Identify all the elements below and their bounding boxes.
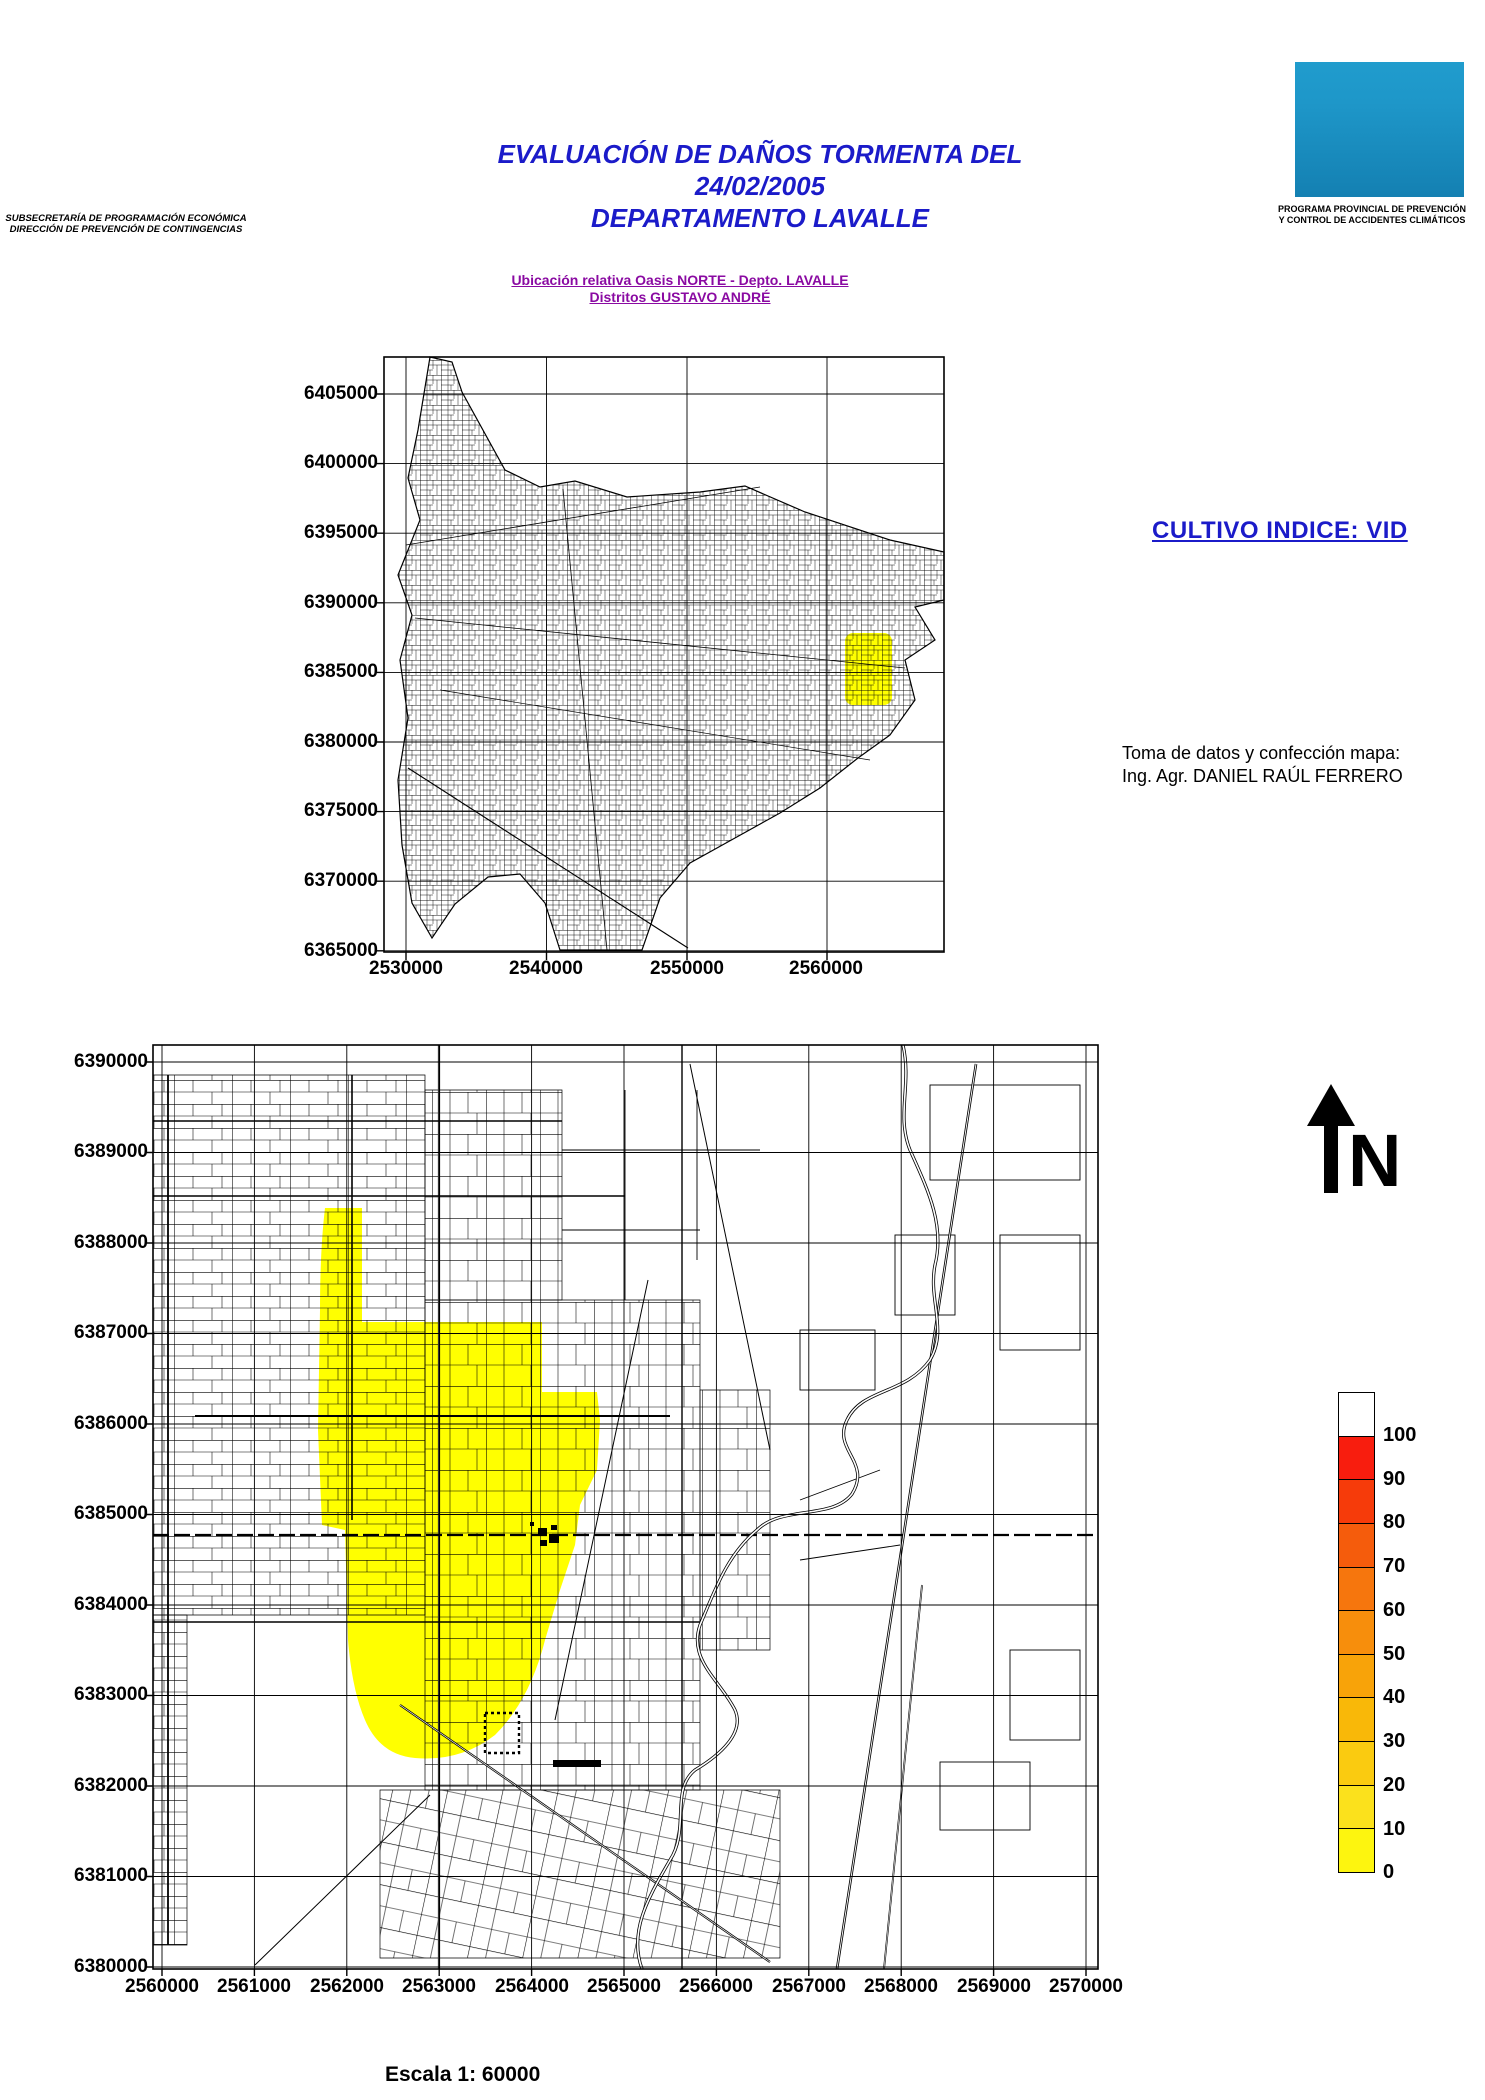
credit-line2: Ing. Agr. DANIEL RAÚL FERRERO: [1122, 766, 1403, 786]
page-title: EVALUACIÓN DE DAÑOS TORMENTA DEL 24/02/2…: [430, 138, 1090, 234]
legend-value: 10: [1383, 1818, 1406, 1840]
credit-line1: Toma de datos y confección mapa:: [1122, 743, 1401, 763]
legend-value: 100: [1383, 1424, 1417, 1446]
credit-block: Toma de datos y confección mapa: Ing. Ag…: [1122, 742, 1403, 788]
detail-y-tick: 6385000: [74, 1503, 148, 1524]
crop-index-label: CULTIVO INDICE: VID: [1152, 517, 1408, 544]
detail-x-tick: 2564000: [495, 1976, 569, 1997]
overview-y-tick: 6370000: [304, 870, 378, 891]
program-logo: [1295, 62, 1464, 197]
legend-cell: [1339, 1654, 1374, 1699]
legend-value: 30: [1383, 1730, 1406, 1752]
legend-cell: [1339, 1611, 1374, 1655]
overview-x-tick: 2560000: [789, 958, 863, 979]
overview-y-tick: 6380000: [304, 731, 378, 752]
overview-x-tick: 2530000: [369, 958, 443, 979]
detail-x-tick: 2560000: [125, 1976, 199, 1997]
overview-y-tick: 6365000: [304, 940, 378, 961]
detail-x-tick: 2561000: [217, 1976, 291, 1997]
north-arrow-icon: [1307, 1084, 1355, 1126]
detail-x-tick: 2570000: [1049, 1976, 1123, 1997]
overview-y-tick: 6375000: [304, 800, 378, 821]
legend-cell: [1339, 1480, 1374, 1524]
scale-label: Escala 1: 60000: [385, 2063, 541, 2086]
overview-y-tick: 6405000: [304, 383, 378, 404]
detail-y-tick: 6386000: [74, 1413, 148, 1434]
detail-y-tick: 6388000: [74, 1232, 148, 1253]
program-logo-caption: PROGRAMA PROVINCIAL DE PREVENCIÓN Y CONT…: [1250, 204, 1485, 226]
legend-value: 20: [1383, 1774, 1406, 1796]
overview-x-tick: 2540000: [509, 958, 583, 979]
detail-y-tick: 6389000: [74, 1141, 148, 1162]
detail-x-tick: 2569000: [957, 1976, 1031, 1997]
detail-y-tick: 6384000: [74, 1594, 148, 1615]
overview-map-subtitle-line2: Distritos GUSTAVO ANDRÉ: [589, 289, 771, 305]
legend-value: 70: [1383, 1555, 1406, 1577]
overview-y-tick: 6395000: [304, 522, 378, 543]
program-logo-caption-line2: Y CONTROL DE ACCIDENTES CLIMÁTICOS: [1278, 215, 1466, 225]
legend-value: 50: [1383, 1643, 1406, 1665]
detail-x-tick: 2566000: [679, 1976, 753, 1997]
overview-y-tick: 6390000: [304, 592, 378, 613]
organization-line1: SUBSECRETARÍA DE PROGRAMACIÓN ECONÓMICA: [5, 213, 247, 224]
organization-line2: DIRECCIÓN DE PREVENCIÓN DE CONTINGENCIAS: [9, 224, 243, 235]
legend-cell: [1339, 1523, 1374, 1568]
north-arrow-shaft: [1324, 1124, 1338, 1193]
detail-y-tick: 6380000: [74, 1956, 148, 1977]
detail-y-tick: 6381000: [74, 1865, 148, 1886]
detail-x-tick: 2567000: [772, 1976, 846, 1997]
program-logo-caption-line1: PROGRAMA PROVINCIAL DE PREVENCIÓN: [1277, 204, 1467, 214]
legend-cell: [1339, 1393, 1374, 1437]
legend-cell: [1339, 1698, 1374, 1743]
page-title-line1: EVALUACIÓN DE DAÑOS TORMENTA DEL 24/02/2…: [497, 139, 1023, 201]
organization-block: SUBSECRETARÍA DE PROGRAMACIÓN ECONÓMICA …: [2, 213, 250, 235]
legend-cell: [1339, 1436, 1374, 1481]
legend-value: 80: [1383, 1511, 1406, 1533]
overview-map-subtitle: Ubicación relativa Oasis NORTE - Depto. …: [400, 272, 960, 306]
overview-x-tick: 2550000: [650, 958, 724, 979]
legend-cell: [1339, 1742, 1374, 1786]
legend-cell: [1339, 1567, 1374, 1612]
detail-x-tick: 2562000: [310, 1976, 384, 1997]
detail-x-tick: 2568000: [864, 1976, 938, 1997]
detail-map-canvas: [146, 1044, 1099, 1976]
overview-map-subtitle-line1: Ubicación relativa Oasis NORTE - Depto. …: [511, 272, 849, 288]
north-label: N: [1348, 1119, 1402, 1202]
overview-map-canvas: [376, 356, 945, 960]
overview-y-tick: 6400000: [304, 452, 378, 473]
legend-value: 60: [1383, 1599, 1406, 1621]
legend-value: 90: [1383, 1468, 1406, 1490]
detail-y-tick: 6390000: [74, 1051, 148, 1072]
damage-legend-bar: [1338, 1392, 1375, 1873]
detail-x-tick: 2563000: [402, 1976, 476, 1997]
detail-y-tick: 6382000: [74, 1775, 148, 1796]
legend-cell: [1339, 1829, 1374, 1873]
detail-y-tick: 6387000: [74, 1322, 148, 1343]
legend-value: 0: [1383, 1861, 1395, 1883]
detail-x-tick: 2565000: [587, 1976, 661, 1997]
legend-cell: [1339, 1785, 1374, 1830]
detail-y-tick: 6383000: [74, 1684, 148, 1705]
page-title-line2: DEPARTAMENTO LAVALLE: [591, 203, 929, 233]
legend-value: 40: [1383, 1686, 1406, 1708]
overview-y-tick: 6385000: [304, 661, 378, 682]
